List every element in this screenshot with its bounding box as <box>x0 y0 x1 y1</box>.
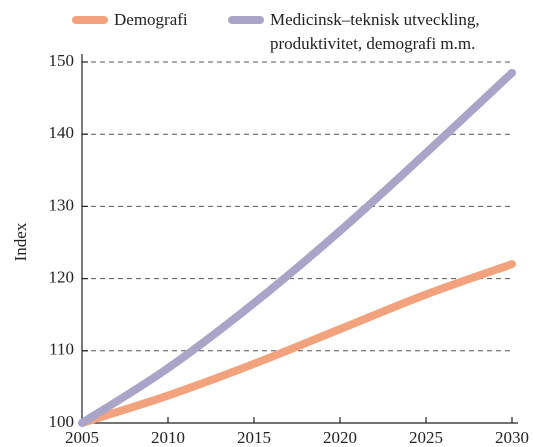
y-tick-label: 120 <box>49 268 75 287</box>
x-tick-label: 2020 <box>323 428 357 447</box>
legend-label: Demografi <box>114 10 188 29</box>
x-tick-label: 2025 <box>409 428 443 447</box>
x-tick-label: 2030 <box>495 428 529 447</box>
legend-item: Medicinsk–teknisk utveckling, produktivi… <box>228 8 528 56</box>
y-tick-label: 140 <box>49 123 75 142</box>
legend-item: Demografi <box>72 8 212 32</box>
y-tick-label: 130 <box>49 195 75 214</box>
legend-label: Medicinsk–teknisk utveckling, produktivi… <box>270 10 480 53</box>
legend-swatch <box>228 16 264 24</box>
x-tick-label: 2015 <box>237 428 271 447</box>
y-tick-label: 100 <box>49 412 75 431</box>
y-tick-label: 150 <box>49 51 75 70</box>
x-tick-label: 2010 <box>151 428 185 447</box>
series-line <box>78 68 516 427</box>
series-line <box>78 260 516 427</box>
x-tick-label: 2005 <box>65 428 99 447</box>
legend-swatch <box>72 16 108 24</box>
y-axis-label: Index <box>11 222 30 261</box>
y-tick-label: 110 <box>49 340 74 359</box>
